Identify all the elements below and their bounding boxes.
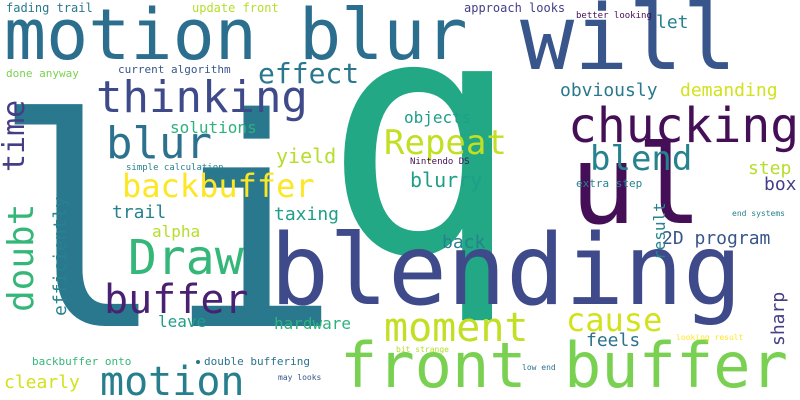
word-motion-blur: motion blur bbox=[4, 0, 468, 76]
word-chucking: chucking bbox=[568, 98, 800, 154]
word-draw: Draw bbox=[128, 230, 244, 286]
word-dot bbox=[196, 360, 200, 364]
word-sharp: sharp bbox=[768, 291, 789, 346]
word-efficiently: efficiently bbox=[50, 196, 71, 316]
word-update-front: update front bbox=[192, 1, 279, 15]
word-simple-calculation: simple calculation bbox=[126, 163, 224, 173]
word-li: li bbox=[0, 58, 342, 395]
word-box: box bbox=[764, 174, 797, 195]
word-trail: trail bbox=[112, 202, 167, 223]
word-front-buffer: front buffer bbox=[340, 329, 788, 400]
word-looking-result: looking result bbox=[676, 333, 744, 342]
word-repeat: Repeat bbox=[384, 123, 507, 163]
word-effect: effect bbox=[258, 57, 360, 90]
word-blurry: blurry bbox=[410, 168, 483, 192]
word-nintendo-ds: Nintendo DS bbox=[410, 157, 470, 167]
word-moment: moment bbox=[384, 305, 529, 351]
word-solutions: solutions bbox=[170, 118, 257, 137]
word-blur: blur bbox=[106, 118, 212, 169]
word-blend: blend bbox=[590, 139, 693, 179]
word-obviously: obviously bbox=[560, 80, 658, 101]
word-taxing: taxing bbox=[274, 204, 340, 225]
word-buffer: buffer bbox=[104, 277, 249, 323]
word-current-algorithm: current algorithm bbox=[118, 63, 231, 76]
word-2d-program: 2D program bbox=[662, 228, 771, 249]
word-q: q bbox=[322, 0, 521, 329]
word-thinking: thinking bbox=[96, 72, 308, 123]
word-backbuffer: backbuffer bbox=[122, 167, 315, 205]
word-end-systems: end systems bbox=[732, 209, 785, 218]
word-leave: leave bbox=[158, 312, 207, 331]
word-low-end: low end bbox=[522, 363, 556, 372]
word-extra-step: extra step bbox=[576, 177, 643, 190]
word-blending: blending bbox=[270, 214, 743, 328]
word-back: back bbox=[442, 232, 486, 253]
word-let: let bbox=[656, 12, 689, 33]
word-result: result bbox=[650, 202, 669, 260]
word-doubt: doubt bbox=[1, 203, 42, 312]
word-may-looks: may looks bbox=[278, 373, 322, 382]
word-feels: feels bbox=[586, 330, 641, 351]
word-cause: cause bbox=[566, 301, 663, 339]
word-fading-trail: fading trail bbox=[6, 1, 93, 15]
word-time: time bbox=[0, 99, 32, 172]
word-done-anyway: done anyway bbox=[6, 67, 79, 80]
word-step: step bbox=[748, 158, 792, 179]
word-better-looking: better looking bbox=[576, 11, 652, 21]
word-approach-looks: approach looks bbox=[464, 1, 566, 15]
word-will: will bbox=[520, 0, 737, 91]
word-objects: objects bbox=[404, 108, 472, 127]
word-bit-strange: bit strange bbox=[396, 345, 449, 354]
word-hardware: hardware bbox=[274, 314, 352, 333]
word-alpha: alpha bbox=[152, 222, 201, 241]
word-demanding: demanding bbox=[680, 80, 778, 101]
word-yield: yield bbox=[276, 144, 337, 168]
word-ul: ul bbox=[570, 121, 703, 249]
word-clearly: clearly bbox=[4, 372, 80, 393]
word-backbuffer-onto: backbuffer onto bbox=[32, 355, 132, 368]
word-motion: motion bbox=[100, 359, 245, 400]
word-double-buffering: double buffering bbox=[204, 355, 310, 368]
